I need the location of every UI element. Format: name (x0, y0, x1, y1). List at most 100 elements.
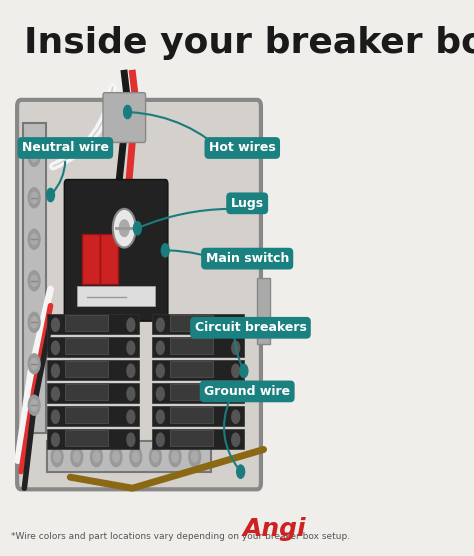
Bar (100, 234, 118, 284)
Bar (23, 123, 46, 433)
Circle shape (237, 465, 245, 478)
Circle shape (52, 318, 59, 331)
Circle shape (232, 410, 240, 424)
Circle shape (110, 446, 122, 466)
Circle shape (52, 410, 59, 424)
Text: Inside your breaker box: Inside your breaker box (24, 26, 474, 60)
Text: *Wire colors and part locations vary depending on your breaker box setup.: *Wire colors and part locations vary dep… (11, 532, 350, 541)
Circle shape (54, 451, 60, 462)
Circle shape (232, 364, 240, 378)
Circle shape (169, 446, 181, 466)
Bar (47, 441, 211, 471)
Circle shape (52, 387, 59, 400)
Circle shape (156, 433, 164, 446)
Text: Main switch: Main switch (206, 252, 289, 265)
Bar (65, 430, 108, 446)
Circle shape (127, 318, 135, 331)
Circle shape (31, 358, 37, 369)
Bar (170, 384, 213, 400)
Circle shape (119, 220, 129, 236)
Circle shape (127, 410, 135, 424)
Circle shape (91, 446, 102, 466)
Circle shape (232, 387, 240, 400)
Circle shape (152, 451, 159, 462)
Circle shape (52, 364, 59, 378)
Circle shape (189, 446, 201, 466)
Circle shape (156, 410, 164, 424)
Circle shape (31, 317, 37, 328)
FancyBboxPatch shape (17, 100, 261, 489)
Circle shape (51, 446, 63, 466)
Bar (170, 361, 213, 378)
Circle shape (28, 354, 40, 374)
Circle shape (28, 188, 40, 208)
Circle shape (28, 229, 40, 249)
Circle shape (134, 222, 141, 235)
Circle shape (31, 275, 37, 286)
Circle shape (156, 318, 164, 331)
Circle shape (232, 341, 240, 355)
Bar (82, 234, 100, 284)
Circle shape (31, 234, 37, 245)
FancyBboxPatch shape (103, 93, 146, 142)
Bar (257, 278, 270, 344)
Bar (47, 314, 139, 334)
Circle shape (156, 341, 164, 355)
Circle shape (93, 451, 100, 462)
Bar (77, 286, 155, 306)
Bar (170, 338, 213, 354)
Circle shape (127, 364, 135, 378)
Bar (170, 315, 213, 331)
Bar (152, 337, 244, 357)
Circle shape (232, 433, 240, 446)
Circle shape (113, 451, 119, 462)
Circle shape (191, 451, 198, 462)
Circle shape (28, 146, 40, 166)
Bar (152, 383, 244, 403)
Circle shape (149, 446, 161, 466)
Circle shape (52, 433, 59, 446)
Circle shape (132, 451, 139, 462)
Circle shape (28, 395, 40, 415)
Circle shape (31, 192, 37, 203)
Circle shape (127, 387, 135, 400)
Circle shape (127, 341, 135, 355)
Bar (47, 337, 139, 357)
Bar (152, 429, 244, 449)
Bar (47, 406, 139, 426)
Bar (47, 429, 139, 449)
Circle shape (172, 451, 178, 462)
Circle shape (46, 188, 55, 202)
Text: Angi: Angi (243, 517, 306, 541)
Text: Hot wires: Hot wires (209, 141, 276, 155)
Bar (65, 384, 108, 400)
Circle shape (52, 341, 59, 355)
Circle shape (28, 312, 40, 332)
Circle shape (232, 318, 240, 331)
Text: Ground wire: Ground wire (204, 385, 290, 398)
Circle shape (31, 400, 37, 411)
Circle shape (124, 106, 131, 118)
Bar (65, 315, 108, 331)
Bar (152, 314, 244, 334)
Bar (170, 430, 213, 446)
Bar (65, 361, 108, 378)
Circle shape (31, 151, 37, 162)
Circle shape (240, 364, 248, 378)
FancyBboxPatch shape (64, 180, 168, 321)
Circle shape (28, 271, 40, 291)
Circle shape (127, 433, 135, 446)
Circle shape (71, 446, 82, 466)
Circle shape (130, 446, 142, 466)
Circle shape (73, 451, 80, 462)
Circle shape (156, 387, 164, 400)
Bar (47, 383, 139, 403)
Text: Neutral wire: Neutral wire (22, 141, 109, 155)
Bar (152, 406, 244, 426)
Bar (170, 407, 213, 423)
Bar (152, 360, 244, 380)
Circle shape (113, 209, 136, 247)
Bar (65, 338, 108, 354)
Text: Lugs: Lugs (231, 197, 264, 210)
Circle shape (156, 364, 164, 378)
